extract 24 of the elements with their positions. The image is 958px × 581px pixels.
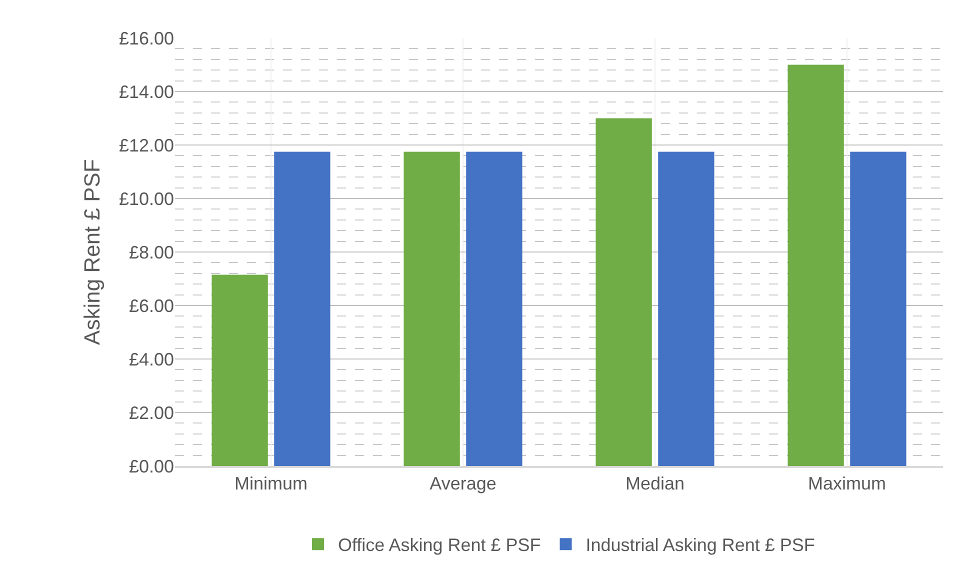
x-tick-label: Average	[430, 473, 496, 494]
y-tick-label: £14.00	[118, 82, 174, 102]
y-tick-label: £16.00	[118, 28, 174, 48]
y-tick-label: £12.00	[118, 135, 174, 156]
bar	[466, 152, 522, 466]
y-tick-label: £4.00	[128, 349, 174, 370]
bar	[274, 152, 330, 466]
x-tick-label: Median	[625, 473, 685, 494]
legend-label: Industrial Asking Rent £ PSF	[586, 535, 815, 556]
x-tick-label: Minimum	[234, 473, 308, 494]
x-tick-label: Maximum	[808, 473, 886, 494]
bar	[658, 152, 714, 466]
bar	[404, 152, 460, 466]
y-axis-title: Asking Rent £ PSF	[80, 159, 105, 345]
y-tick-label: £10.00	[118, 188, 174, 209]
y-tick-label: £2.00	[128, 402, 174, 423]
y-tick-label: £6.00	[128, 296, 174, 316]
y-tick-label: £8.00	[128, 242, 174, 262]
bar	[788, 64, 844, 466]
y-tick-label: £0.00	[128, 456, 174, 476]
bar	[212, 274, 268, 466]
legend-label: Office Asking Rent £ PSF	[338, 535, 541, 556]
bar	[850, 152, 906, 466]
bar	[596, 118, 652, 466]
